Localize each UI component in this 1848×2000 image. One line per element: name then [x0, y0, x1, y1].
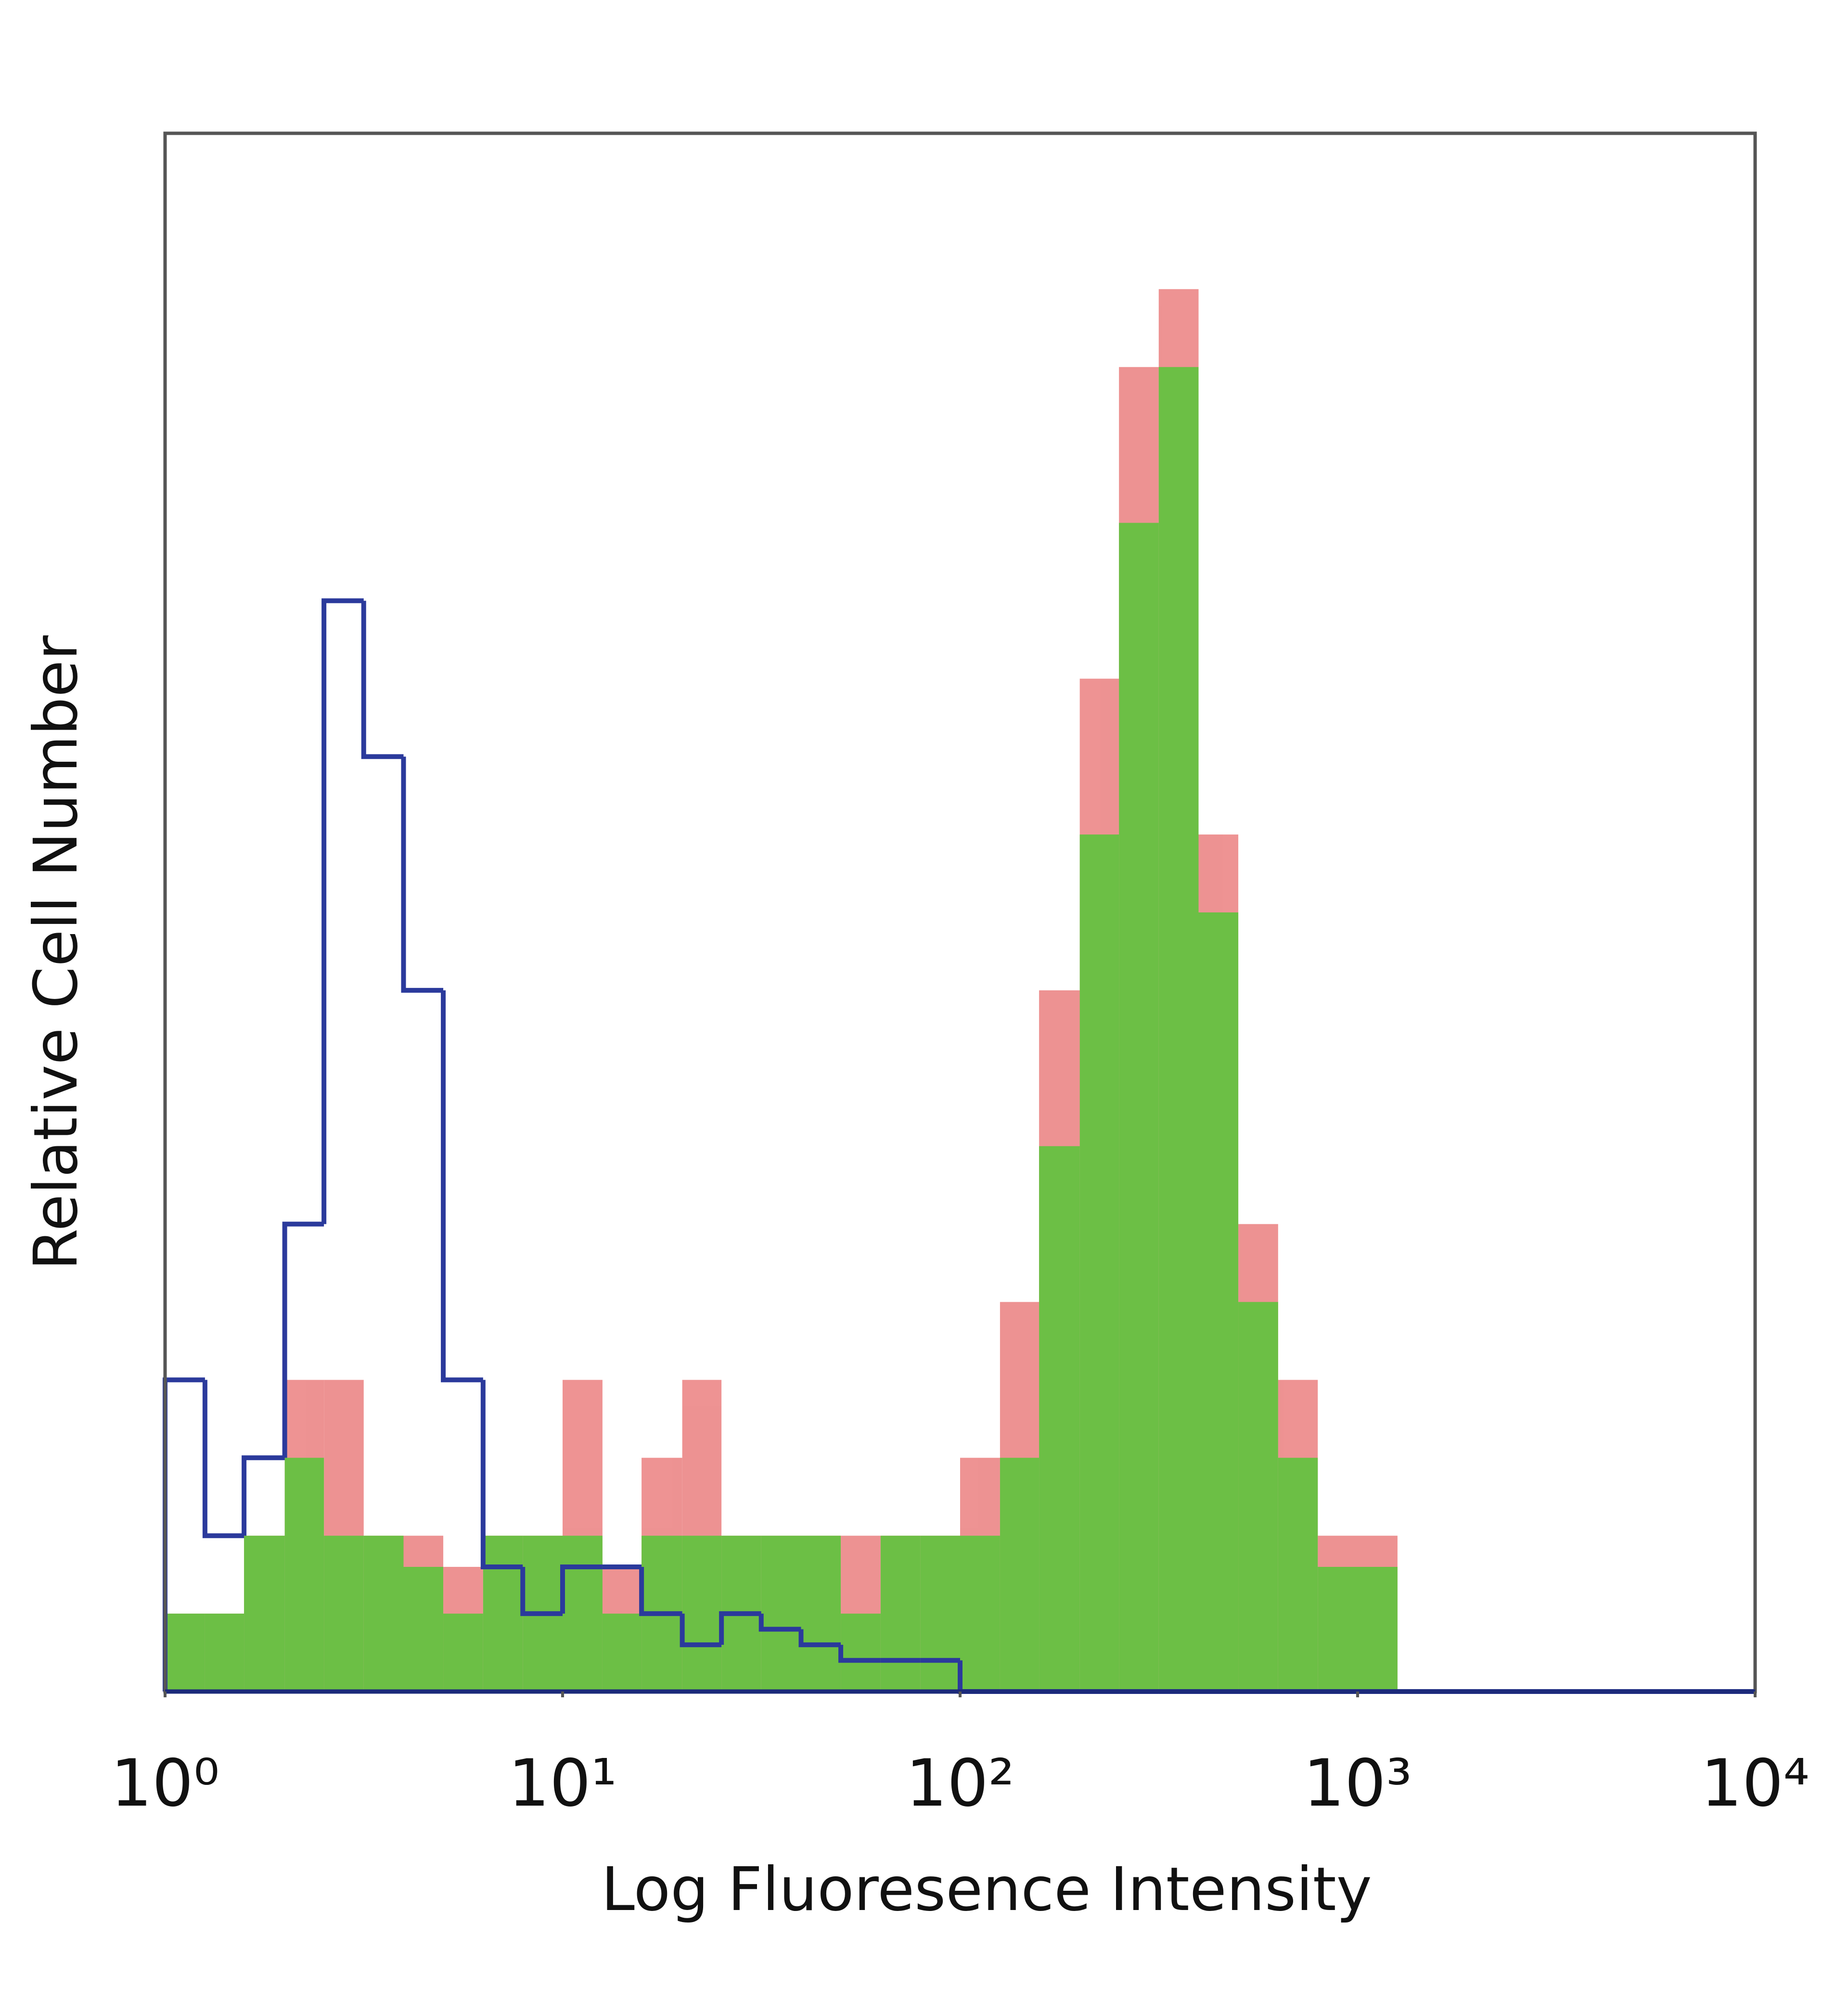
histogram-step — [480, 1380, 523, 1569]
histogram-bar — [1119, 523, 1159, 1692]
histogram-step — [202, 1380, 244, 1538]
series — [165, 367, 1398, 1692]
histogram-bar — [563, 1536, 603, 1692]
histogram-step — [758, 1614, 801, 1632]
histogram-bar — [324, 1536, 364, 1692]
histogram-bar — [1079, 834, 1119, 1692]
histogram-step — [361, 601, 404, 759]
histogram-bar — [841, 1614, 881, 1692]
histogram-step — [798, 1629, 841, 1647]
histogram-bar — [1039, 1146, 1080, 1692]
y-axis-label: Relative Cell Number — [21, 635, 91, 1270]
histogram-bar — [880, 1536, 921, 1692]
histogram-step — [680, 1614, 722, 1647]
histogram-bar — [682, 1536, 722, 1692]
histogram-bar — [1278, 1458, 1318, 1692]
histogram-bar — [205, 1614, 244, 1692]
histogram-step — [321, 598, 364, 1224]
histogram-step — [838, 1644, 881, 1663]
x-tick-label: 10⁰ — [111, 1745, 219, 1821]
histogram-bar — [1198, 912, 1239, 1692]
histogram-step — [242, 1455, 285, 1536]
histogram-bar — [165, 1614, 205, 1692]
histogram-bar — [602, 1614, 642, 1692]
histogram-bar — [244, 1536, 285, 1692]
histogram-bar — [403, 1566, 444, 1692]
x-tick-label: 10¹ — [508, 1745, 617, 1821]
histogram-bar — [1238, 1302, 1278, 1692]
histogram-step — [639, 1566, 682, 1616]
histogram-bar — [920, 1536, 960, 1692]
histogram-bar — [1158, 367, 1199, 1692]
histogram-bar — [1000, 1458, 1040, 1692]
x-tick-label: 10² — [906, 1745, 1014, 1821]
x-tick-label: 10⁴ — [1701, 1745, 1810, 1821]
histogram-step — [560, 1564, 603, 1614]
histogram-bar — [284, 1458, 324, 1692]
histogram-bar — [1318, 1566, 1358, 1692]
histogram-bar — [483, 1536, 523, 1692]
histogram-bar — [1358, 1566, 1398, 1692]
histogram-step — [401, 756, 444, 993]
histogram-bar — [443, 1614, 483, 1692]
histogram-step — [719, 1611, 761, 1645]
x-axis-label: Log Fluoresence Intensity — [601, 1855, 1372, 1924]
histogram-step — [441, 990, 483, 1383]
histogram-bar — [801, 1536, 841, 1692]
histogram-step — [520, 1566, 563, 1616]
x-tick-label: 10³ — [1303, 1745, 1412, 1821]
histogram-bar — [761, 1536, 801, 1692]
histogram-bar — [960, 1536, 1000, 1692]
histogram-step — [282, 1221, 324, 1458]
histogram-bar — [363, 1536, 404, 1692]
